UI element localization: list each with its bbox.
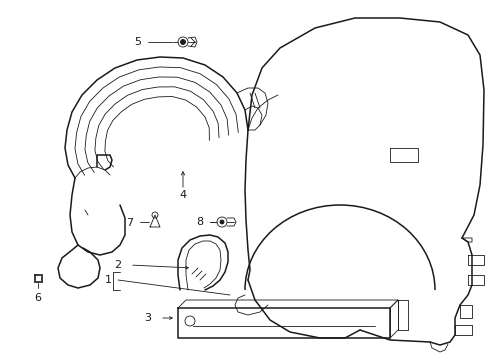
Text: 2: 2 (114, 260, 122, 270)
Text: 4: 4 (179, 190, 186, 200)
Circle shape (220, 220, 224, 224)
Text: 3: 3 (144, 313, 151, 323)
Text: 6: 6 (35, 293, 41, 303)
Text: 8: 8 (196, 217, 203, 227)
Circle shape (180, 40, 185, 45)
Text: 5: 5 (134, 37, 141, 47)
Text: 1: 1 (104, 275, 111, 285)
Text: 7: 7 (126, 218, 133, 228)
